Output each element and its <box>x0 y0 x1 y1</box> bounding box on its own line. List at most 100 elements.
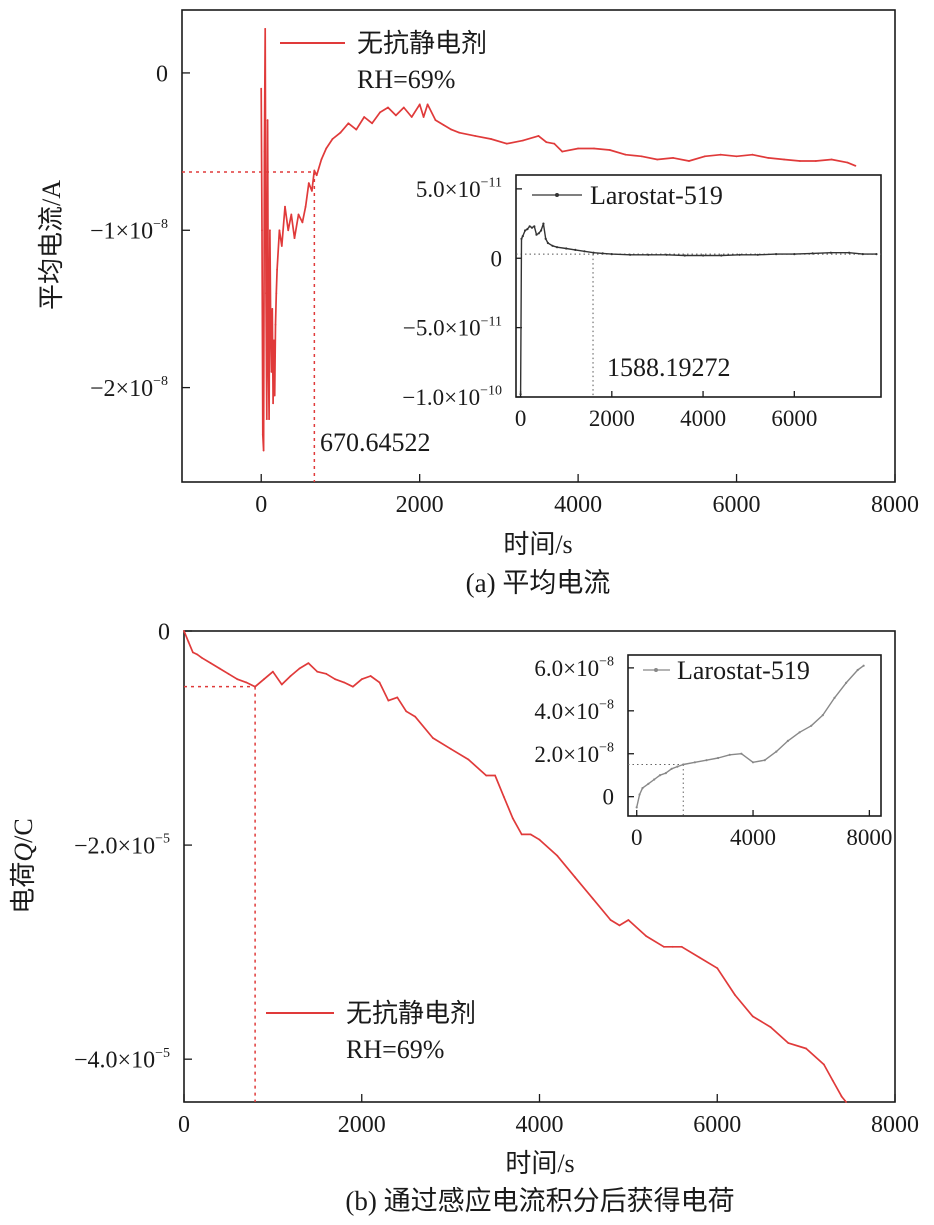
panel-a-inset-data-point <box>793 253 796 256</box>
panel-b-data-point <box>227 672 230 675</box>
panel-b-data-point <box>200 656 203 659</box>
panel-b-y-tick-base: −2.0×10 <box>74 833 155 859</box>
panel-b-inset-data-point <box>682 763 685 766</box>
panel-b-series-line <box>183 630 847 1103</box>
panel-a-inset-x-ticks: 0 2000 4000 6000 <box>515 391 817 431</box>
panel-a-inset-annotation-label: 1588.19272 <box>607 353 731 382</box>
panel-b-inset-data-point <box>717 756 720 760</box>
panel-a-inset-x-tick-label: 0 <box>515 406 527 431</box>
panel-a-data-point <box>735 155 738 158</box>
panel-b-data-point <box>352 685 354 688</box>
panel-a-data-point <box>561 150 564 153</box>
panel-a-inset-data-point <box>551 244 554 247</box>
panel-b-x-tick-label: 6000 <box>693 1112 741 1138</box>
panel-a-inset-legend-label: Larostat-519 <box>590 181 723 210</box>
panel-a-data-point <box>275 292 278 295</box>
panel-a-data-point <box>624 153 627 156</box>
panel-b-data-point <box>485 774 488 777</box>
panel-b-inset-data-point <box>664 772 667 775</box>
panel-a-data-point <box>307 182 310 185</box>
panel-a-data-point <box>537 135 540 137</box>
panel-a-data-point <box>293 237 296 240</box>
panel-b-y-tick-label: 0 <box>158 619 170 645</box>
panel-b-inset-y-tick-label: 2.0×10−8 <box>534 740 614 766</box>
panel-a-data-point <box>719 153 722 156</box>
panel-a-inset-data-point <box>665 253 668 256</box>
panel-a-data-point <box>814 160 817 162</box>
panel-a-inset-y-tick-label: 5.0×10−11 <box>416 176 502 202</box>
panel-a-inset-data-point <box>544 237 547 240</box>
panel-a-inset-data-point <box>546 241 550 245</box>
panel-b-inset-y-ticks: 6.0×10−84.0×10−82.0×10−80 <box>534 655 634 810</box>
panel-a-data-point <box>474 135 476 137</box>
panel-b-data-point <box>432 737 434 739</box>
panel-b-data-point <box>823 1063 825 1066</box>
panel-b-inset-data-point <box>786 739 790 743</box>
panel-b-inset-data-point <box>638 793 641 796</box>
panel-a-data-point <box>410 116 413 118</box>
panel-a-x-axis-label: 时间/s <box>503 530 572 559</box>
panel-b-inset-data-point <box>705 759 708 762</box>
panel-b-data-point <box>680 945 683 948</box>
panel-a-data-point <box>301 221 304 224</box>
panel-a-inset-data-point <box>528 225 531 228</box>
panel-b-inset-data-point <box>647 782 650 785</box>
panel-b-data-point <box>192 651 194 654</box>
panel-b-inset-y-tick-label: 4.0×10−8 <box>534 698 614 724</box>
panel-a-data-point <box>450 128 453 131</box>
panel-b-y-ticks: 0−2.0×10−5−4.0×10−5 <box>74 619 192 1074</box>
panel-a-guides <box>182 171 316 482</box>
panel-b-inset-data-point <box>763 759 766 762</box>
panel-b-data-point <box>254 685 256 688</box>
panel-a-inset-y-tick-base: 0 <box>491 246 503 271</box>
panel-b-data-point <box>769 1026 772 1028</box>
panel-b-data-point <box>387 699 390 702</box>
panel-b-inset-legend-marker <box>654 668 658 672</box>
panel-a-inset-data-point <box>533 225 536 228</box>
panel-b-data-point <box>405 710 408 713</box>
panel-b-data-point <box>663 945 665 948</box>
panel-a-data-point <box>280 245 283 247</box>
panel-b-data-point <box>187 640 190 643</box>
panel-b-inset-data-point <box>751 761 755 764</box>
panel-a-data-point <box>272 402 274 405</box>
panel-b-data-point <box>280 683 283 686</box>
panel-b-inset-x-tick-label: 4000 <box>730 825 776 850</box>
panel-b-data-point <box>183 630 185 632</box>
panel-b-inset-data-point <box>670 767 673 770</box>
panel-b-inset-data-point <box>676 765 679 768</box>
panel-a-data-point <box>751 153 754 156</box>
panel-a-inset-data-point <box>583 250 586 253</box>
panel-b-inset-data-point <box>810 724 813 727</box>
panel-a-data-point <box>783 158 785 161</box>
panel-a-inset-data-point <box>537 232 540 235</box>
panel-a-data-point <box>577 147 579 150</box>
panel-a-legend-note: RH=69% <box>357 65 455 94</box>
panel-a-data-point <box>297 213 300 216</box>
panel-a-data-point <box>290 213 293 216</box>
panel-a-data-point <box>267 355 270 357</box>
panel-a-data-point <box>268 418 270 420</box>
panel-a-inset-frame <box>515 174 882 398</box>
panel-b-x-axis-label: 时间/s <box>505 1149 574 1178</box>
panel-b-data-point <box>734 994 736 996</box>
panel-a-data-point <box>287 229 290 232</box>
panel-a-inset-data-point <box>556 246 559 249</box>
panel-b-data-point <box>360 678 363 681</box>
panel-a-data-point <box>363 116 366 118</box>
panel-a-inset-data-point <box>720 254 723 257</box>
panel-a-data-point <box>263 150 266 153</box>
panel-a-inset-data-point <box>829 251 832 254</box>
panel-a-y-tick-base: 0 <box>156 61 168 87</box>
panel-b-inset-series-line <box>636 665 865 808</box>
panel-a-data-point <box>278 229 281 232</box>
panel-a-data-point <box>265 292 267 295</box>
panel-a-data-point <box>767 157 770 159</box>
panel-b-inset-data-point <box>798 731 801 734</box>
panel-a-y-ticks: 0−1×10−8−2×10−8 <box>90 61 190 402</box>
panel-a-y-tick-exp: −8 <box>153 217 168 232</box>
panel-a-data-point <box>422 116 425 118</box>
panel-a-inset-bg <box>516 175 881 397</box>
panel-a-inset-data-point <box>542 222 545 225</box>
